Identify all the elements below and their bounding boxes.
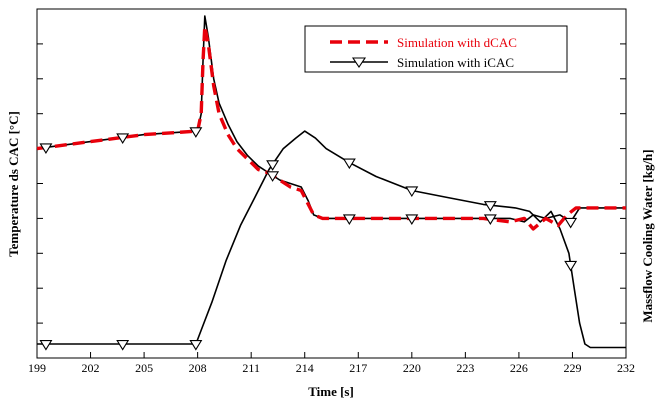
x-tick-label: 214 xyxy=(296,361,314,375)
x-tick-label: 229 xyxy=(563,361,581,375)
series-marker xyxy=(564,217,578,229)
x-tick-label: 220 xyxy=(403,361,421,375)
series-marker xyxy=(39,339,53,351)
x-axis-label: Time [s] xyxy=(308,384,354,399)
x-tick-label: 199 xyxy=(28,361,46,375)
series-marker xyxy=(189,127,203,138)
right-axis-ticks xyxy=(620,43,626,324)
x-tick-label: 205 xyxy=(135,361,153,375)
x-axis-ticks: 199 202 205 208 211 214 217 220 223 226 229 232 xyxy=(28,352,635,375)
series-marker xyxy=(342,158,356,170)
x-tick-label: 217 xyxy=(349,361,367,375)
legend: Simulation with dCAC Simulation with iCA… xyxy=(304,25,568,73)
legend-label-dcac: Simulation with dCAC xyxy=(397,35,517,50)
series-marker xyxy=(116,339,130,351)
left-axis-ticks xyxy=(37,43,43,324)
series-marker xyxy=(266,160,280,171)
series-marker xyxy=(266,171,280,182)
series-marker xyxy=(483,214,497,225)
x-tick-label: 226 xyxy=(510,361,528,375)
y-axis-label-right: Massflow Cooling Water [kg/h] xyxy=(640,149,655,322)
series-marker xyxy=(483,201,497,212)
x-tick-label: 208 xyxy=(189,361,207,375)
legend-marker-icac xyxy=(351,57,367,68)
series-marker xyxy=(342,214,356,225)
series-marker xyxy=(39,143,53,154)
y-axis-label-left: Temperature ds CAC [°C] xyxy=(6,111,21,257)
series-marker xyxy=(116,133,130,144)
marker-layer xyxy=(39,127,578,351)
x-tick-label: 211 xyxy=(242,361,260,375)
series-marker xyxy=(564,260,578,272)
x-tick-label: 232 xyxy=(617,361,635,375)
series-marker xyxy=(405,214,419,225)
legend-label-icac: Simulation with iCAC xyxy=(397,55,514,70)
x-tick-label: 202 xyxy=(82,361,100,375)
series-marker xyxy=(189,339,203,351)
series-marker xyxy=(405,186,419,198)
legend-box xyxy=(304,25,568,73)
x-tick-label: 223 xyxy=(456,361,474,375)
